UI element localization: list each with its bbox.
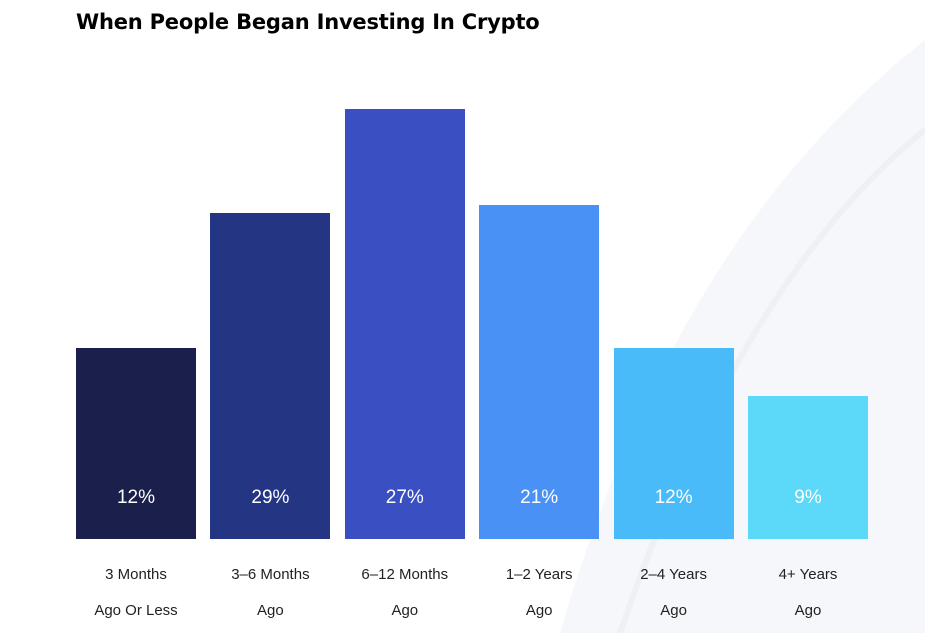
category-label-line: 3–6 Months [231, 566, 310, 583]
category-label-line: Ago [525, 602, 553, 619]
category-label-line: Ago [660, 602, 687, 619]
category-label: 4+ Years Ago [741, 557, 875, 629]
category-label-line: Ago [794, 602, 822, 619]
category-label-line: 1–2 Years [505, 566, 573, 583]
category-label: 3–6 Months Ago [203, 557, 337, 629]
category-label: 1–2 Years Ago [472, 557, 606, 629]
bar-4 [479, 204, 600, 539]
chart-title: When People Began Investing In Crypto [76, 10, 540, 34]
bar-1 [76, 347, 196, 539]
category-label-line: Ago [257, 602, 284, 619]
bar-value-label: 21% [520, 487, 559, 508]
category-label: 2–4 Years Ago [607, 557, 741, 629]
bar-value-label: 12% [116, 487, 156, 508]
category-label-line: 4+ Years [778, 566, 838, 583]
bar-value-label: 29% [251, 487, 290, 508]
category-label-line: 2–4 Years [640, 566, 707, 583]
category-label-line: 6–12 Months [361, 566, 449, 583]
bar-value-label: 9% [794, 487, 822, 508]
bar-value-label: 12% [654, 487, 693, 508]
category-label: 3 Months Ago Or Less [69, 557, 203, 629]
category-label: 6–12 Months Ago [338, 557, 472, 629]
category-label-line: Ago [391, 602, 419, 619]
bar-value-label: 27% [385, 487, 424, 508]
category-label-line: 3 Months [105, 566, 167, 583]
bar-6 [748, 395, 868, 539]
bar-5 [613, 347, 734, 539]
category-label-line: Ago Or Less [94, 602, 178, 619]
bar-3 [344, 109, 465, 539]
bar-2 [210, 212, 331, 539]
